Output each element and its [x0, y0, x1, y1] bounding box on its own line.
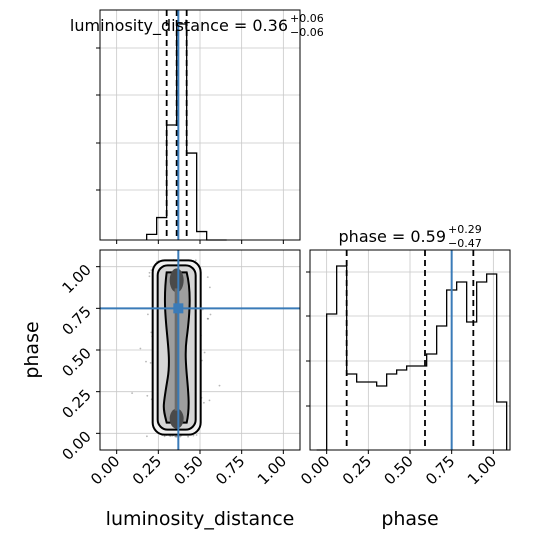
sample-point: [218, 384, 221, 387]
sample-point: [194, 259, 197, 262]
y-tick-label: 0.00: [58, 427, 94, 463]
density-peak: [169, 408, 184, 429]
joint-density: [131, 259, 221, 438]
sample-point: [147, 313, 149, 316]
grid: [310, 250, 510, 450]
sample-point: [192, 434, 195, 437]
title-phase: phase = 0.59 +0.29−0.47: [339, 223, 482, 250]
truth-marker: [173, 303, 184, 314]
sample-point: [179, 435, 182, 438]
y-tick-label: 0.25: [58, 386, 94, 422]
sample-point: [175, 435, 178, 438]
sample-point: [203, 351, 206, 354]
sample-point: [139, 347, 142, 350]
sample-point: [209, 286, 211, 289]
sample-point: [145, 360, 147, 363]
sample-point: [187, 435, 190, 438]
y-axis-label: phase: [21, 321, 43, 378]
title-luminosity-distance: luminosity_distance = 0.36 +0.06−0.06: [70, 12, 324, 39]
sample-point: [206, 276, 209, 278]
title-text: luminosity_distance = 0.36: [70, 16, 288, 36]
grid: [100, 10, 300, 240]
y-tick-label: 1.00: [58, 261, 94, 297]
histogram-steps: [146, 23, 227, 241]
sample-point: [208, 399, 211, 402]
x-tick-label: 0.50: [380, 452, 416, 488]
x-tick-label: 0.00: [87, 452, 123, 488]
sample-point: [163, 435, 166, 438]
title-minus-error: −0.47: [448, 237, 482, 250]
sample-point: [146, 394, 149, 397]
x-tick-label: 1.00: [464, 452, 500, 488]
histogram-phase: [316, 250, 508, 451]
sample-point: [175, 435, 177, 438]
sample-point: [207, 317, 210, 320]
sample-point: [203, 401, 205, 404]
y-tick-label: 0.50: [58, 344, 94, 380]
x-tick-label: 0.50: [170, 452, 206, 488]
sample-point: [148, 275, 151, 278]
title-plus-error: +0.29: [448, 223, 482, 236]
histogram-luminosity-distance: [146, 10, 227, 241]
sample-point: [206, 317, 209, 320]
sample-point: [195, 434, 198, 436]
x-tick-label: 0.25: [339, 452, 375, 488]
sample-point: [149, 362, 152, 364]
tick-labels: 0.00 0.25 0.50 0.75 1.00 0.00 0.25 0.50 0.75 1.00…: [58, 261, 500, 489]
x-tick-label: 0.00: [297, 452, 333, 488]
y-tick-label: 0.75: [58, 302, 94, 338]
density-peak: [169, 268, 184, 293]
title-plus-error: +0.06: [290, 12, 324, 25]
sample-point: [131, 392, 134, 394]
x-axis-label: phase: [381, 508, 438, 530]
x-tick-label: 0.75: [422, 452, 458, 488]
histogram-steps: [316, 265, 508, 451]
x-tick-label: 0.75: [212, 452, 248, 488]
x-tick-label: 1.00: [254, 452, 290, 488]
title-text: phase = 0.59: [339, 227, 446, 246]
x-tick-label: 0.25: [129, 452, 165, 488]
sample-point: [209, 313, 212, 316]
sample-point: [148, 271, 151, 274]
sample-point: [146, 435, 148, 438]
sample-point: [174, 435, 177, 438]
x-axis-label: luminosity_distance: [106, 508, 295, 530]
title-minus-error: −0.06: [290, 26, 324, 39]
